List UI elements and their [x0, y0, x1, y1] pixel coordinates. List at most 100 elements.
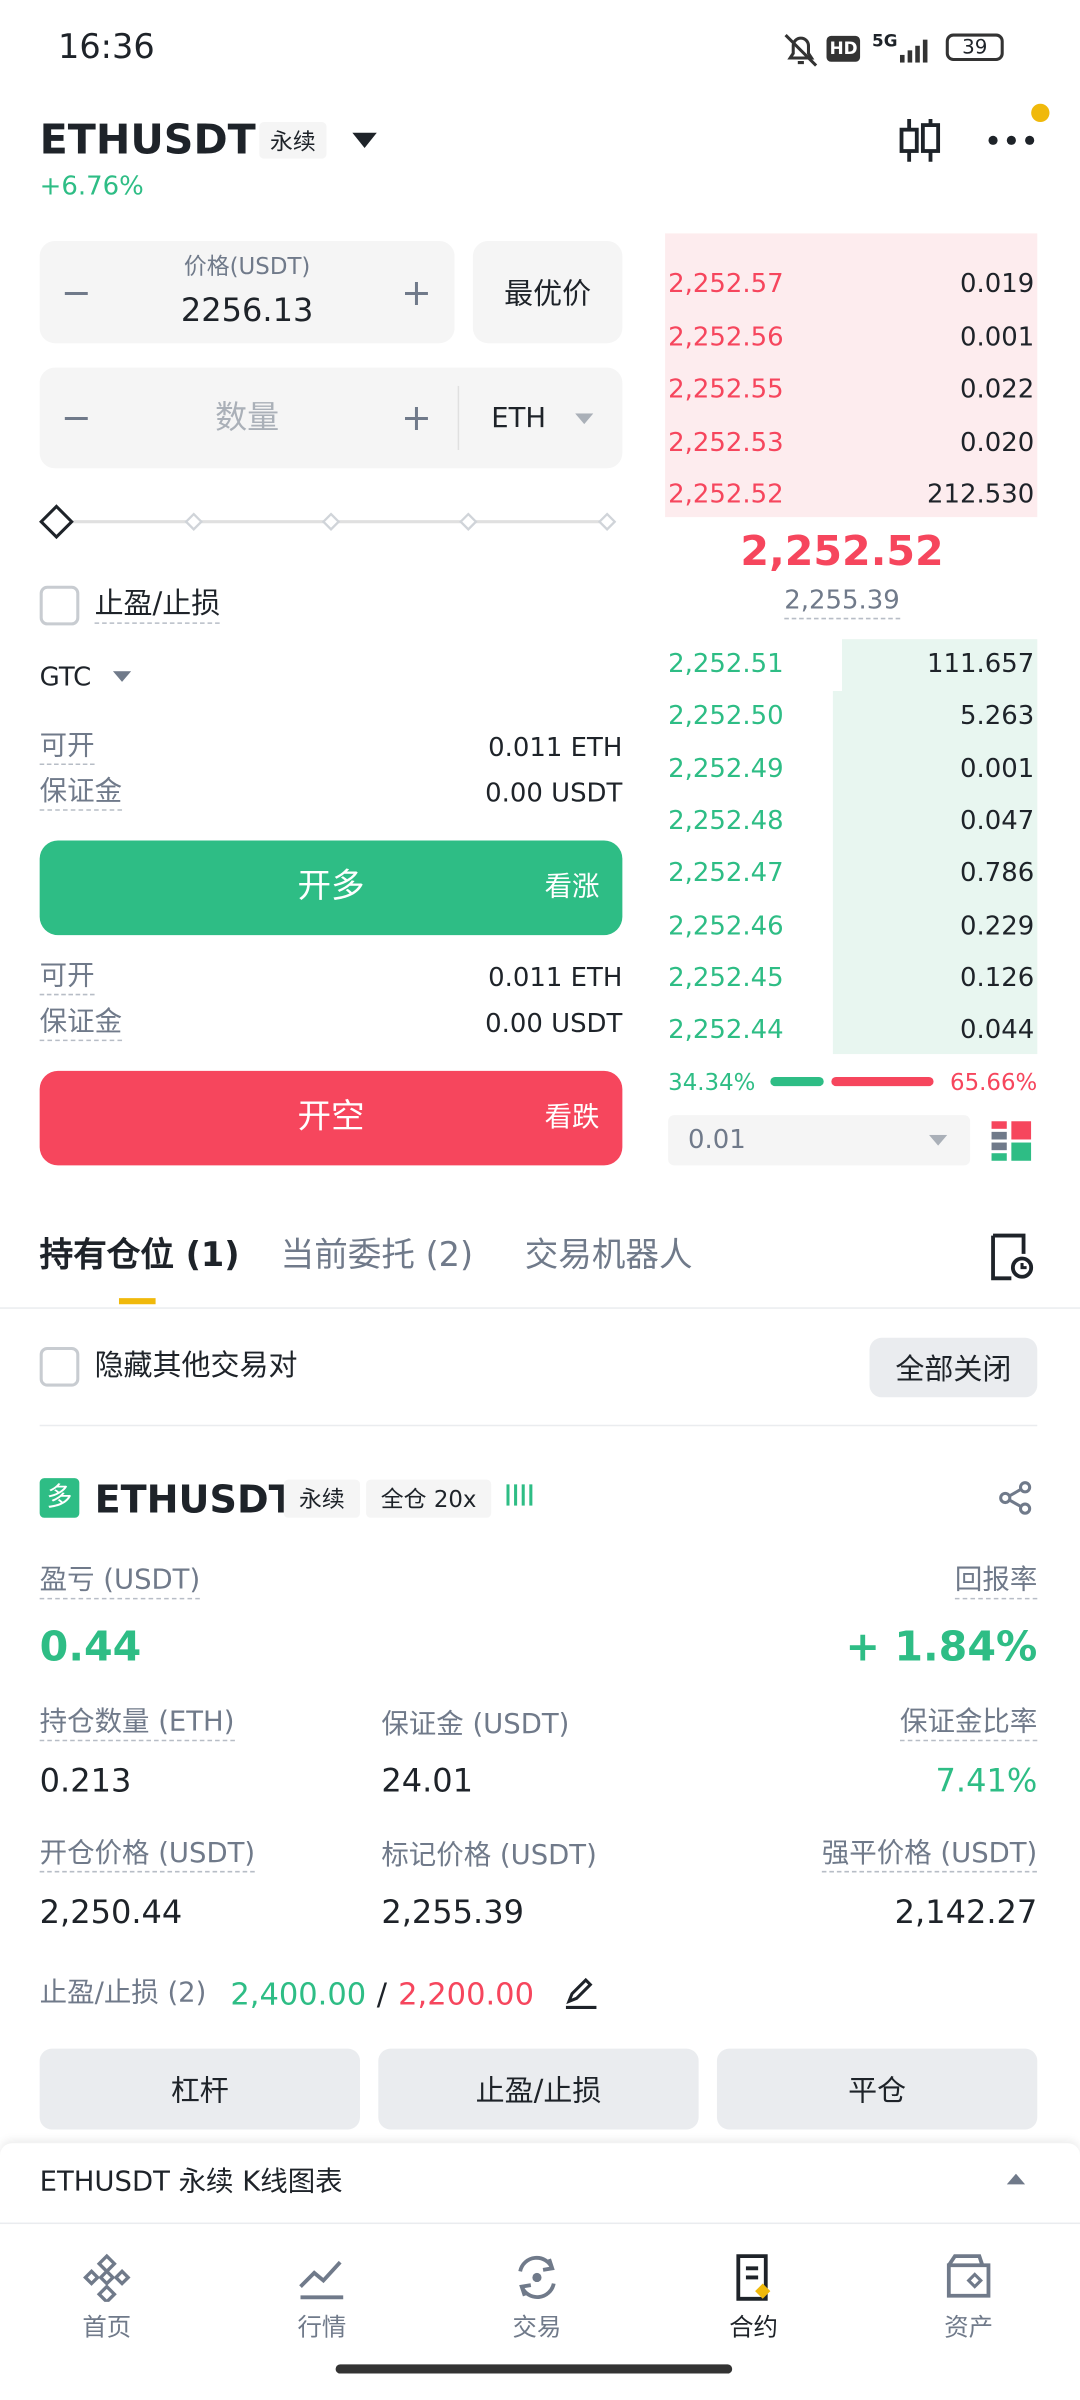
bid-qty: 111.657	[926, 649, 1035, 680]
tab[interactable]: 持有仓位 (1)	[39, 1237, 240, 1276]
field-label: 标记价格 (USDT)	[381, 1839, 597, 1872]
bid-price[interactable]: 2,252.48	[668, 806, 784, 837]
nav-label[interactable]: 资产	[944, 2312, 994, 2342]
bid-depth	[842, 639, 1038, 692]
action-button[interactable]: 平仓	[716, 2048, 1038, 2130]
side-badge: 多	[39, 1478, 80, 1518]
history-icon[interactable]	[988, 1233, 1034, 1282]
edit-icon[interactable]	[563, 1974, 600, 2011]
precision-select[interactable]	[668, 1115, 971, 1166]
bid-price[interactable]: 2,252.46	[668, 910, 784, 942]
home-indicator	[335, 2364, 733, 2374]
field-value: 0.213	[39, 1762, 132, 1800]
price-label: 价格(USDT)	[183, 252, 311, 280]
action-button[interactable]: 杠杆	[39, 2048, 360, 2130]
field-value: 24.01	[381, 1762, 474, 1800]
symbol[interactable]: ETHUSDT	[39, 116, 256, 164]
bid-qty: 0.044	[959, 1015, 1035, 1046]
sell-ratio: 65.66%	[950, 1068, 1038, 1097]
qty-unit[interactable]: ETH	[491, 402, 547, 435]
signal-bars	[506, 1484, 533, 1506]
nav-label[interactable]: 合约	[729, 2312, 778, 2342]
price-change: +6.76%	[39, 171, 144, 203]
order-button-hint: 看跌	[544, 1101, 600, 1134]
roe-label: 回报率	[954, 1567, 1038, 1600]
minus[interactable]: −	[60, 271, 92, 315]
action-button[interactable]: 止盈/止损	[378, 2048, 699, 2130]
mark-price: 2,255.39	[784, 588, 900, 620]
ask-price[interactable]: 2,252.57	[668, 269, 784, 300]
plus[interactable]: +	[401, 396, 432, 440]
field-label: 持仓数量 (ETH)	[39, 1708, 235, 1742]
bid-price[interactable]: 2,252.45	[668, 962, 784, 994]
ask-qty: 0.019	[959, 269, 1035, 300]
ask-price[interactable]: 2,252.55	[668, 374, 784, 405]
order-button[interactable]	[39, 840, 623, 936]
tif[interactable]: GTC	[39, 662, 92, 694]
bid-price[interactable]: 2,252.51	[668, 649, 784, 680]
close-all-button[interactable]: 全部关闭	[869, 1337, 1038, 1398]
available-label: 可开	[39, 732, 95, 765]
nav-label[interactable]: 行情	[297, 2312, 347, 2342]
separator	[39, 1424, 1038, 1427]
tab[interactable]: 当前委托 (2)	[280, 1237, 474, 1276]
bid-price[interactable]: 2,252.44	[668, 1015, 784, 1046]
ask-price[interactable]: 2,252.53	[668, 427, 784, 458]
nav-icon[interactable]	[729, 2253, 778, 2302]
precision-dropdown[interactable]	[928, 1134, 948, 1147]
order-button-label: 开空	[297, 1098, 365, 1137]
tpsl-checkbox[interactable]	[39, 585, 80, 626]
nav-icon[interactable]	[297, 2253, 346, 2302]
tif-dropdown[interactable]	[112, 671, 132, 683]
divider	[457, 385, 460, 450]
field-label: 保证金 (USDT)	[381, 1708, 570, 1741]
order-button-label: 开多	[297, 867, 365, 907]
position-symbol[interactable]: ETHUSDT	[94, 1477, 295, 1522]
tpsl-separator: /	[376, 1975, 388, 2013]
nav-icon[interactable]	[513, 2253, 562, 2302]
kline-bar-label: ETHUSDT 永续 K线图表	[39, 2166, 343, 2199]
expand-icon[interactable]	[1006, 2173, 1026, 2186]
qty-input[interactable]	[39, 367, 623, 469]
nav-label[interactable]: 首页	[82, 2312, 132, 2342]
nav-label[interactable]: 交易	[512, 2312, 562, 2342]
plus[interactable]: +	[401, 271, 432, 315]
order-button-hint: 看涨	[544, 871, 600, 904]
ask-qty: 0.022	[959, 374, 1035, 405]
more-icon[interactable]	[985, 131, 1037, 149]
bid-price[interactable]: 2,252.50	[668, 701, 784, 732]
chart-icon[interactable]	[897, 116, 943, 165]
ask-depth	[665, 233, 1038, 518]
bid-qty: 0.047	[959, 806, 1035, 837]
ask-qty: 0.001	[959, 321, 1035, 353]
network: 5G	[872, 31, 898, 52]
best-price-button[interactable]: 最优价	[472, 241, 623, 344]
precision: 0.01	[687, 1124, 746, 1156]
price-value: 2256.13	[180, 292, 314, 329]
ask-price[interactable]: 2,252.56	[668, 321, 784, 353]
leverage-slider[interactable]	[37, 500, 617, 543]
minus[interactable]: −	[60, 396, 92, 440]
contract-tag: 永续	[283, 1479, 360, 1518]
kline-bar[interactable]	[0, 2143, 1080, 2223]
ask-qty: 0.020	[959, 427, 1035, 458]
bid-price[interactable]: 2,252.49	[668, 753, 784, 785]
bid-qty: 5.263	[959, 701, 1035, 732]
hide-pairs-label: 隐藏其他交易对	[94, 1349, 298, 1383]
order-button[interactable]	[39, 1070, 623, 1166]
nav-icon[interactable]	[82, 2253, 131, 2302]
stop-loss: 2,200.00	[398, 1975, 534, 2013]
price-input[interactable]	[39, 241, 455, 344]
bid-depth	[832, 691, 1038, 1055]
nav-icon[interactable]	[944, 2253, 993, 2302]
margin: 0.00 USDT	[485, 778, 623, 810]
hide-checkbox[interactable]	[39, 1346, 80, 1387]
field-label: 开仓价格 (USDT)	[39, 1840, 256, 1873]
unit-dropdown[interactable]	[575, 413, 594, 425]
bid-price[interactable]: 2,252.47	[668, 858, 784, 889]
share-icon[interactable]	[998, 1480, 1035, 1517]
layout-icon[interactable]	[991, 1121, 1032, 1161]
ask-price[interactable]: 2,252.52	[668, 479, 784, 511]
symbol-dropdown[interactable]	[351, 131, 378, 149]
tab[interactable]: 交易机器人	[524, 1237, 693, 1276]
